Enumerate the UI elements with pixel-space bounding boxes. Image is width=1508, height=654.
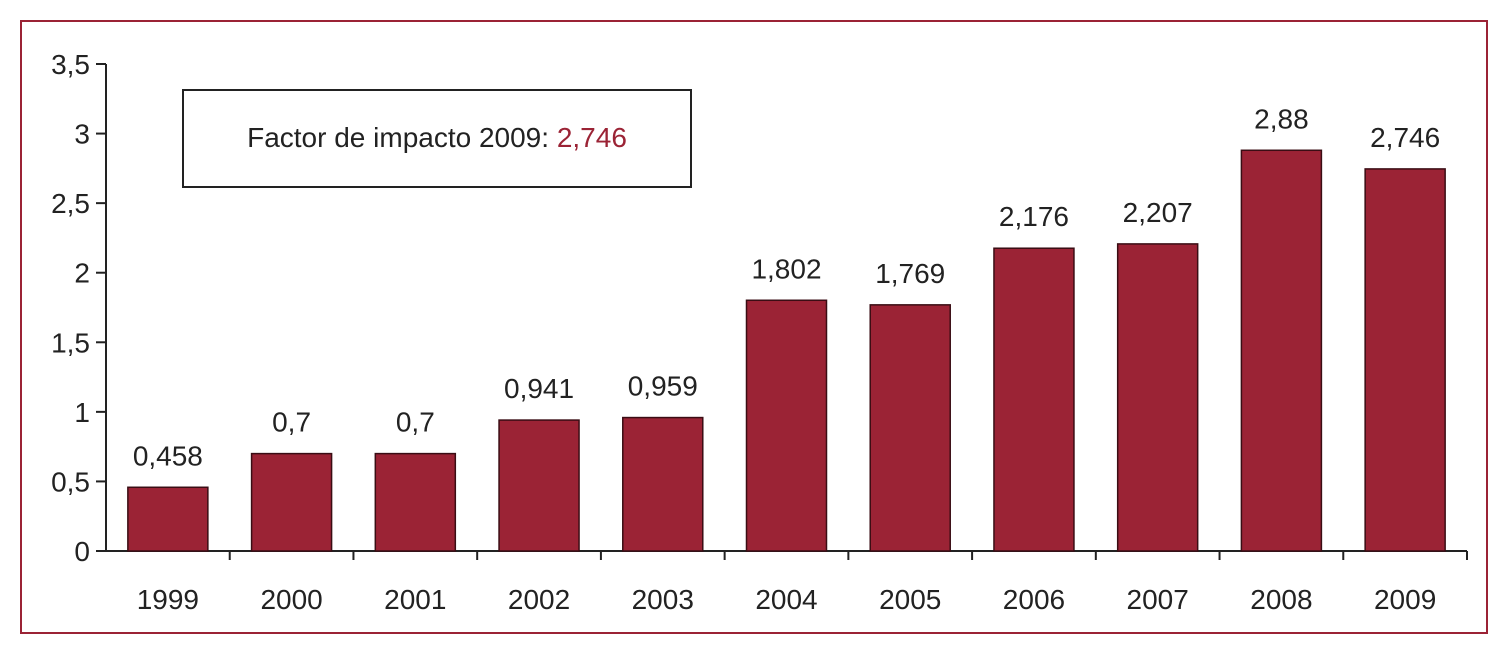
category-label: 2008 — [1250, 584, 1312, 615]
category-label: 2000 — [260, 584, 322, 615]
bar-2000 — [250, 452, 333, 552]
bar-value-label: 2,176 — [999, 201, 1069, 232]
bar-value-label: 2,88 — [1254, 103, 1309, 134]
category-label: 2004 — [755, 584, 817, 615]
bar-value-label: 0,458 — [133, 440, 203, 471]
bar-value-label: 2,207 — [1123, 197, 1193, 228]
bar-value-label: 1,769 — [875, 258, 945, 289]
annotation-box: Factor de impacto 2009: 2,746 — [182, 89, 692, 188]
category-label: 2009 — [1374, 584, 1436, 615]
category-label: 2003 — [632, 584, 694, 615]
category-label: 2002 — [508, 584, 570, 615]
bar-1999 — [127, 486, 209, 552]
y-tick-label: 1,5 — [51, 327, 90, 358]
bar-2006 — [993, 247, 1075, 552]
category-label: 2007 — [1127, 584, 1189, 615]
bar-value-label: 0,7 — [272, 407, 311, 438]
bar-value-label: 0,959 — [628, 371, 698, 402]
bar-2005 — [869, 304, 951, 552]
bar-series — [127, 149, 1446, 552]
category-label: 2005 — [879, 584, 941, 615]
bar-2003 — [622, 416, 704, 552]
x-axis-ticks — [228, 551, 1468, 560]
category-labels: 1999 2000 2001 2002 2003 2004 2005 2006 2007 2008… — [137, 584, 1437, 615]
category-label: 2006 — [1003, 584, 1065, 615]
bar-2002 — [498, 419, 580, 552]
y-tick-label: 3,5 — [51, 49, 90, 80]
y-tick-label: 2,5 — [51, 188, 90, 219]
bar-2004 — [745, 299, 828, 552]
category-label: 1999 — [137, 584, 199, 615]
bar-value-label: 1,802 — [751, 253, 821, 284]
annotation-text: Factor de impacto 2009: 2,746 — [247, 122, 627, 153]
annotation-value: 2,746 — [557, 122, 627, 153]
annotation-label: Factor de impacto 2009: — [247, 122, 557, 153]
bar-2001 — [374, 452, 457, 552]
y-tick-label: 3 — [74, 119, 90, 150]
y-axis-ticks: 0 0,5 1 1,5 2 2,5 3 3,5 — [51, 49, 106, 567]
y-tick-label: 2 — [74, 258, 90, 289]
annotation-border — [182, 89, 692, 188]
bar-2007 — [1116, 243, 1199, 552]
bar-value-label: 0,941 — [504, 373, 574, 404]
bar-2009 — [1364, 168, 1446, 552]
y-tick-label: 0 — [74, 536, 90, 567]
bar-2008 — [1240, 149, 1323, 552]
bar-value-label: 2,746 — [1370, 122, 1440, 153]
y-tick-label: 1 — [74, 397, 90, 428]
bar-value-label: 0,7 — [396, 407, 435, 438]
y-tick-label: 0,5 — [51, 466, 90, 497]
bar-value-labels: 0,458 0,7 0,7 0,941 0,959 1,802 1,769 2,176 2,20… — [133, 103, 1440, 471]
category-label: 2001 — [384, 584, 446, 615]
